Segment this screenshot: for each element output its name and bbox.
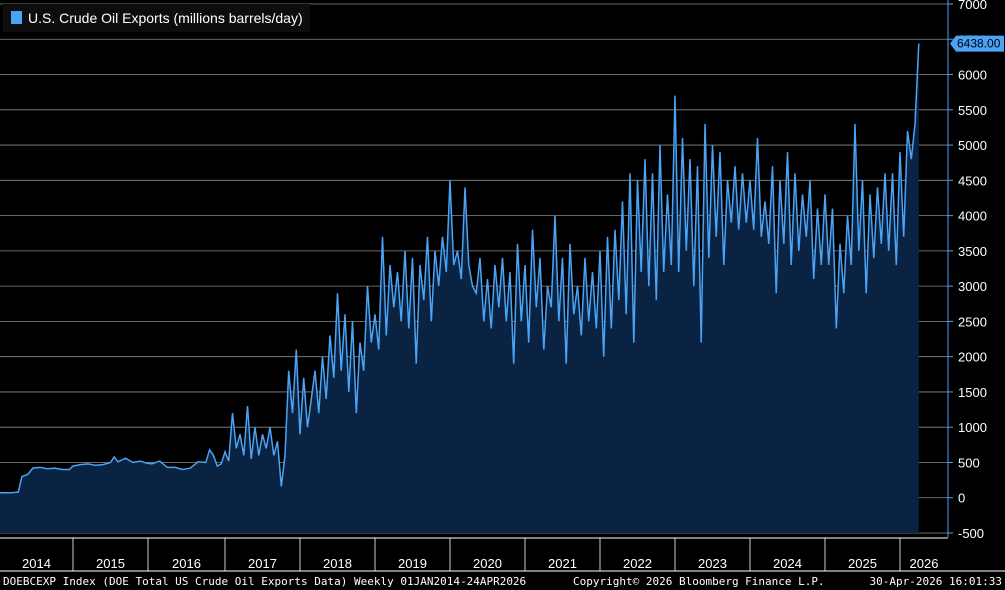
y-axis: 7000650060005500500045004000350030002500… xyxy=(947,0,987,541)
footer-index-desc: DOEBCEXP Index (DOE Total US Crude Oil E… xyxy=(3,575,526,588)
y-tick-label: 1000 xyxy=(958,420,987,435)
x-tick-label: 2026 xyxy=(910,556,939,571)
x-tick-label: 2014 xyxy=(22,556,51,571)
y-tick-label: 500 xyxy=(958,455,980,470)
x-tick-label: 2020 xyxy=(473,556,502,571)
footer-timestamp: 30-Apr-2026 16:01:33 xyxy=(870,575,1002,588)
series-line xyxy=(0,43,920,494)
x-tick-label: 2016 xyxy=(172,556,201,571)
y-tick-label: 4500 xyxy=(958,173,987,188)
y-tick-label: 6000 xyxy=(958,68,987,83)
y-tick-label: 0 xyxy=(958,491,965,506)
x-tick-label: 2023 xyxy=(698,556,727,571)
x-axis: 2014 2015 2016 2017 2018 2019 2020 2021 2022 2023… xyxy=(0,537,1005,572)
y-tick-label: 2000 xyxy=(958,350,987,365)
y-tick-label: 3500 xyxy=(958,244,987,259)
last-value-label: 6438.00 xyxy=(957,37,1001,51)
x-tick-label: 2022 xyxy=(623,556,652,571)
legend: U.S. Crude Oil Exports (millions barrels… xyxy=(3,4,310,32)
y-tick-label: 1500 xyxy=(958,385,987,400)
y-tick-label: 5000 xyxy=(958,138,987,153)
last-value-badge: 6438.00 xyxy=(950,35,1004,52)
x-tick-label: 2024 xyxy=(773,556,802,571)
legend-background xyxy=(3,4,310,32)
x-tick-label: 2019 xyxy=(398,556,427,571)
legend-swatch xyxy=(11,11,22,24)
y-tick-label: 7000 xyxy=(958,0,987,12)
y-tick-label: 4000 xyxy=(958,209,987,224)
last-value-badge-bg xyxy=(950,35,1004,52)
x-tick-label: 2021 xyxy=(548,556,577,571)
y-tick-label: 3000 xyxy=(958,279,987,294)
y-tick-label: -500 xyxy=(958,526,984,541)
x-tick-label: 2015 xyxy=(96,556,125,571)
y-tick-label: 2500 xyxy=(958,314,987,329)
y-tick-label: 5500 xyxy=(958,103,987,118)
footer-copyright: Copyright© 2026 Bloomberg Finance L.P. xyxy=(573,575,825,588)
series-area-fill xyxy=(0,43,919,533)
x-tick-label: 2018 xyxy=(323,556,352,571)
x-tick-label: 2017 xyxy=(248,556,277,571)
legend-label: U.S. Crude Oil Exports (millions barrels… xyxy=(28,10,303,26)
footer: DOEBCEXP Index (DOE Total US Crude Oil E… xyxy=(3,575,1002,588)
x-tick-label: 2025 xyxy=(848,556,877,571)
